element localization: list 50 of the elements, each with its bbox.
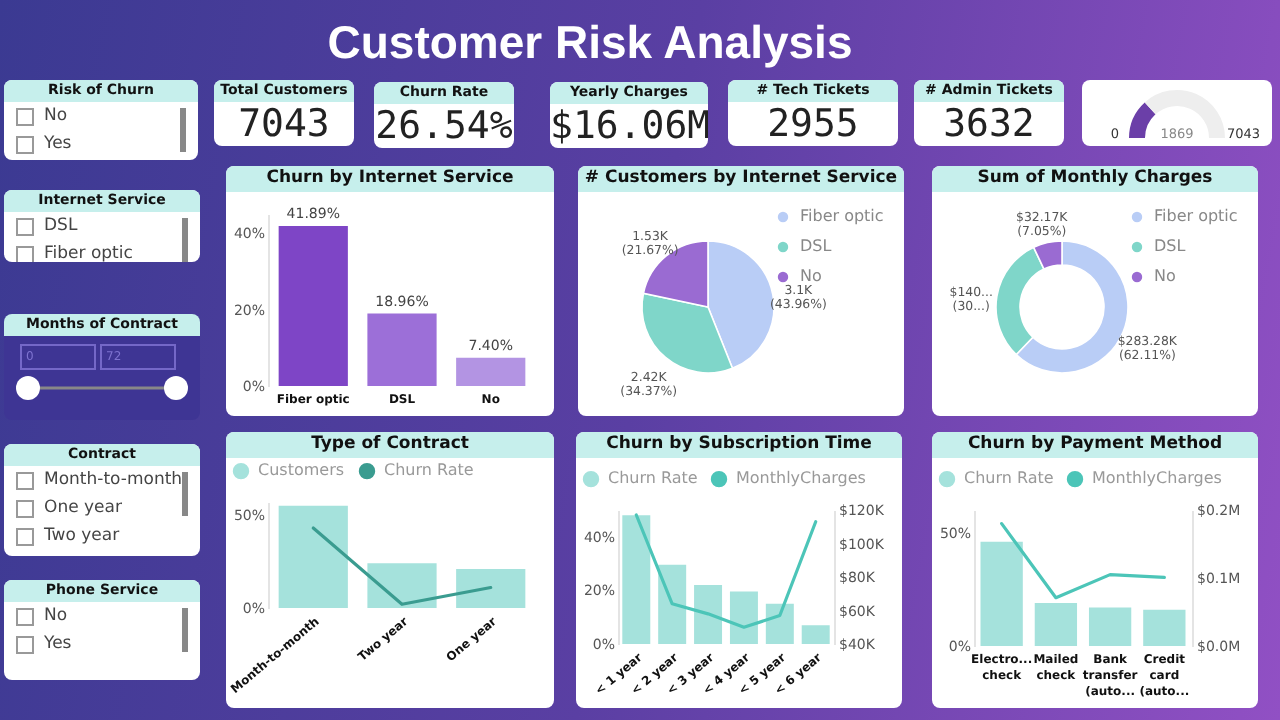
bar [367,563,437,608]
bar [622,515,651,644]
legend-label: No [800,267,822,285]
legend-label: Customers [258,461,345,480]
text: One year [44,496,122,522]
line-series [1000,522,1166,600]
bar [367,313,437,386]
legend-label: No [1154,267,1176,285]
text: Customer Risk Analysis [325,14,855,72]
text: 7043 [236,102,332,146]
legend-label: MonthlyCharges [736,469,866,488]
chart-title: Sum of Monthly Charges [932,166,1258,192]
text: $16.06M [550,104,710,148]
bar [456,568,526,608]
bar [1034,602,1078,646]
text: 26.54% [374,104,514,148]
legend-label: Churn Rate [384,461,474,480]
legend-label: MonthlyCharges [1092,469,1222,488]
bar [278,225,348,386]
legend-label: Churn Rate [608,469,698,488]
chart-title: Churn by Payment Method [932,432,1258,458]
text: Fiber optic [44,242,133,266]
bar [801,625,830,644]
text: No [44,104,68,130]
text: DSL [44,214,78,240]
bar [658,564,687,644]
bar [1088,607,1132,646]
text: Month-to-month [44,468,183,494]
bar [1143,609,1186,646]
bar [694,585,723,644]
chart-title: Churn by Subscription Time [576,432,902,458]
text: Two year [44,524,120,550]
text: 2955 [765,102,861,146]
bar [456,357,526,386]
chart-title: Type of Contract [226,432,554,458]
text: Yes [44,132,72,158]
legend-label: DSL [800,237,833,255]
text: Yes [44,632,72,658]
bar [729,591,758,644]
line-series [634,513,818,629]
legend-label: Churn Rate [964,469,1054,488]
chart-title: # Customers by Internet Service [578,166,904,192]
bar [765,603,794,644]
legend-label: Fiber optic [1154,207,1238,225]
bar [980,541,1023,646]
bar [278,505,348,608]
legend-label: Fiber optic [800,207,884,225]
chart-title: Churn by Internet Service [226,166,554,192]
legend-label: DSL [1154,237,1187,255]
text: 3632 [941,102,1037,146]
